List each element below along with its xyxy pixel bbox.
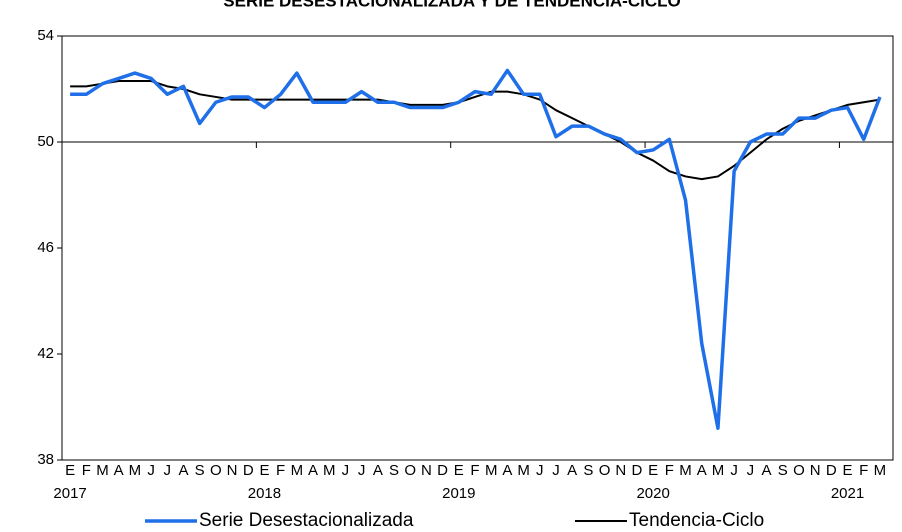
year-label: 2019: [442, 485, 475, 502]
x-tick-label: J: [164, 462, 172, 479]
x-tick-label: J: [747, 462, 755, 479]
x-tick-label: F: [276, 462, 285, 479]
x-tick-label: F: [665, 462, 674, 479]
x-tick-label: A: [114, 462, 124, 479]
x-tick-label: E: [259, 462, 269, 479]
x-tick-label: A: [373, 462, 383, 479]
x-tick-label: A: [762, 462, 772, 479]
x-tick-label: S: [778, 462, 788, 479]
x-tick-label: J: [358, 462, 366, 479]
legend-label: Tendencia-Ciclo: [629, 510, 764, 531]
x-tick-label: D: [243, 462, 254, 479]
y-tick-label: 50: [37, 133, 54, 150]
x-tick-label: F: [82, 462, 91, 479]
year-label: 2020: [636, 485, 669, 502]
series-line: [70, 68, 882, 430]
x-tick-label: E: [454, 462, 464, 479]
x-tick-label: M: [712, 462, 725, 479]
x-tick-label: M: [96, 462, 109, 479]
x-tick-label: S: [389, 462, 399, 479]
x-tick-label: O: [599, 462, 611, 479]
x-tick-label: M: [517, 462, 530, 479]
x-tick-label: O: [793, 462, 805, 479]
x-tick-label: M: [129, 462, 142, 479]
y-tick-label: 54: [37, 27, 54, 44]
x-tick-label: D: [826, 462, 837, 479]
x-tick-label: M: [485, 462, 498, 479]
x-tick-label: M: [291, 462, 304, 479]
x-tick-label: A: [178, 462, 188, 479]
plot-frame: [61, 35, 894, 461]
x-tick-label: A: [567, 462, 577, 479]
x-tick-label: M: [679, 462, 692, 479]
year-label: 2018: [248, 485, 281, 502]
x-tick-label: D: [632, 462, 643, 479]
x-tick-label: A: [308, 462, 318, 479]
x-tick-label: N: [810, 462, 821, 479]
x-tick-label: M: [323, 462, 336, 479]
x-tick-label: E: [843, 462, 853, 479]
x-tick-label: N: [227, 462, 238, 479]
chart-title: SERIE DESESTACIONALIZADA Y DE TENDENCIA-…: [223, 0, 680, 10]
x-tick-label: F: [470, 462, 479, 479]
x-tick-label: M: [874, 462, 887, 479]
x-tick-label: N: [615, 462, 626, 479]
x-tick-label: J: [342, 462, 350, 479]
y-tick-label: 42: [37, 345, 54, 362]
x-tick-label: J: [147, 462, 155, 479]
x-tick-label: J: [552, 462, 560, 479]
y-tick-label: 38: [37, 451, 54, 468]
year-label: 2021: [831, 485, 864, 502]
x-tick-label: O: [404, 462, 416, 479]
x-tick-label: A: [697, 462, 707, 479]
x-tick-label: S: [583, 462, 593, 479]
x-tick-label: S: [195, 462, 205, 479]
x-tick-label: O: [210, 462, 222, 479]
series-line: [70, 80, 881, 181]
x-tick-label: F: [859, 462, 868, 479]
x-tick-label: E: [65, 462, 75, 479]
x-tick-label: J: [536, 462, 544, 479]
x-tick-label: A: [502, 462, 512, 479]
year-label: 2017: [53, 485, 86, 502]
x-tick-label: J: [730, 462, 738, 479]
legend-label: Serie Desestacionalizada: [199, 510, 414, 531]
x-tick-label: D: [437, 462, 448, 479]
x-tick-label: N: [421, 462, 432, 479]
y-tick-label: 46: [37, 239, 54, 256]
x-tick-label: E: [648, 462, 658, 479]
